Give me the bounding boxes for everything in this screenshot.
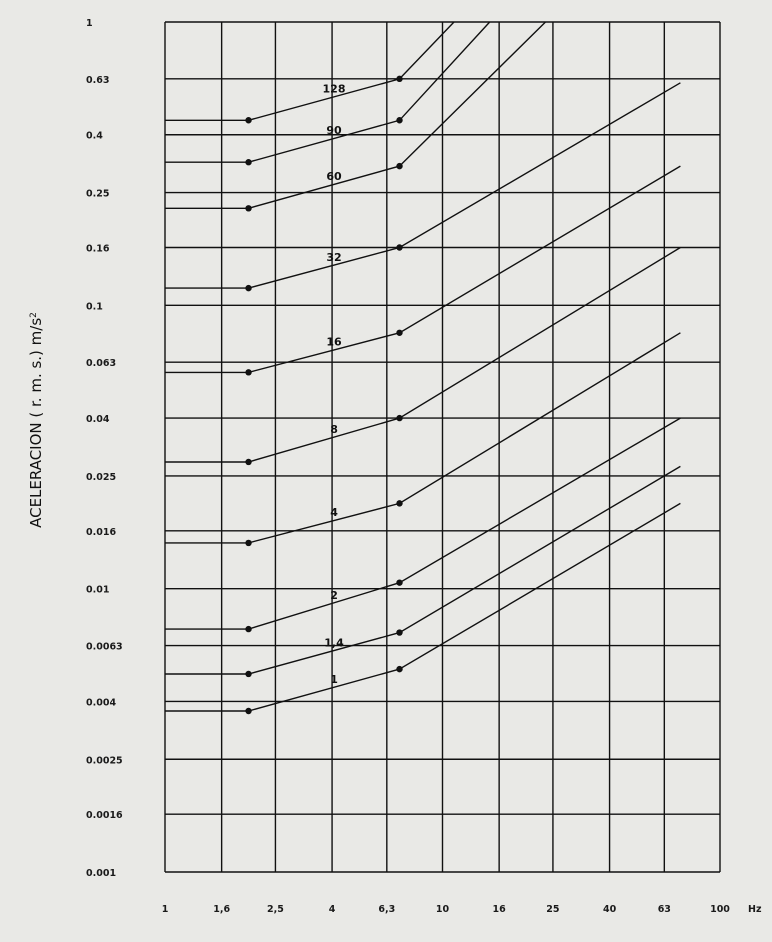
y-tick-label: 0.063	[86, 358, 116, 369]
curve-knee-point	[245, 159, 252, 166]
curve-label: 32	[326, 251, 341, 264]
y-tick-label: 0.04	[86, 414, 110, 425]
curve-label: 1,4	[324, 636, 344, 649]
curve-knee-point	[396, 117, 403, 124]
curve-label: 16	[326, 336, 342, 349]
curve-knee-point	[396, 579, 403, 586]
curve-label: 60	[326, 170, 342, 183]
curve-knee-point	[396, 500, 403, 507]
y-tick-label: 0.025	[86, 472, 116, 483]
curve-line	[165, 246, 681, 463]
curve-knee-point	[396, 414, 403, 422]
x-tick-label: 2,5	[267, 904, 284, 915]
curve-6: 4	[165, 332, 681, 547]
curve-knee-point	[396, 162, 403, 170]
curve-knee-point	[396, 75, 403, 83]
curve-0: 128	[165, 21, 455, 124]
curve-knee-point	[396, 244, 403, 251]
y-tick-label: 0.1	[86, 301, 103, 312]
y-tick-label: 0.16	[86, 243, 110, 254]
curve-knee-point	[245, 458, 252, 466]
curve-label: 2	[330, 589, 338, 602]
y-tick-label: 0.4	[86, 131, 103, 142]
curve-8: 1,4	[165, 465, 681, 678]
y-tick-label: 0.63	[86, 75, 109, 86]
curve-label: 90	[326, 124, 342, 137]
y-tick-label: 1	[86, 18, 93, 29]
y-tick-label: 0.004	[86, 697, 116, 708]
y-tick-label: 0.0025	[86, 755, 123, 766]
curve-line	[165, 21, 491, 163]
curve-line	[165, 417, 681, 630]
curve-2: 60	[165, 21, 546, 212]
x-tick-label: 6,3	[378, 904, 395, 915]
curve-3: 32	[165, 82, 681, 292]
curve-knee-point	[396, 665, 403, 673]
curve-knee-point	[245, 539, 252, 547]
y-axis-label: ACELERACION ( r. m. s.) m/s2	[27, 312, 45, 528]
curve-knee-point	[245, 205, 252, 212]
curve-1: 90	[165, 21, 491, 166]
curve-line	[165, 465, 681, 675]
x-tick-label: 63	[658, 904, 671, 915]
curve-knee-point	[245, 670, 252, 678]
y-tick-label: 0.001	[86, 868, 116, 879]
curve-line	[165, 165, 681, 374]
curve-label: 1	[330, 673, 338, 686]
x-tick-label: 16	[493, 904, 507, 915]
y-axis-label-text: ACELERACION ( r. m. s.) m/s	[27, 318, 45, 528]
grid-lines	[164, 21, 721, 873]
y-axis-label-exponent: 2	[29, 312, 39, 318]
curve-line	[165, 21, 546, 210]
x-tick-label: 1	[162, 904, 169, 915]
curve-line	[165, 21, 455, 122]
curve-label: 128	[323, 83, 346, 96]
curve-group: 128 90 60 32 16 8 4 2 1,4 1	[165, 21, 681, 715]
curve-4: 16	[165, 165, 681, 376]
x-tick-label: 100	[710, 904, 730, 915]
x-tick-label: 1,6	[213, 904, 230, 915]
curve-knee-point	[245, 625, 252, 633]
x-tick-label: 10	[436, 904, 450, 915]
curve-label: 4	[330, 506, 338, 519]
curve-knee-point	[245, 369, 252, 376]
y-tick-label: 0.0063	[86, 642, 123, 653]
y-tick-labels: 1 0.63 0.4 0.25 0.16 0.1 0.063 0.04 0.025 0.016 0.…	[86, 18, 123, 879]
curve-5: 8	[165, 246, 681, 466]
y-tick-label: 0.0016	[86, 810, 123, 821]
x-tick-labels: 1 1,6 2,5 4 6,3 10 16 25 40 63 100	[162, 904, 731, 915]
y-tick-label: 0.25	[86, 189, 109, 200]
curve-knee-point	[245, 707, 252, 715]
curve-7: 2	[165, 417, 681, 633]
curve-line	[165, 82, 681, 289]
curve-knee-point	[396, 629, 403, 636]
y-tick-label: 0.01	[86, 585, 109, 596]
x-tick-label: 40	[603, 904, 617, 915]
curve-line	[165, 502, 681, 712]
x-axis-unit: Hz	[748, 904, 762, 915]
x-tick-label: 4	[329, 904, 336, 915]
curve-knee-point	[396, 329, 403, 336]
curve-knee-point	[245, 117, 252, 124]
curve-line	[165, 332, 681, 544]
curve-label: 8	[330, 423, 338, 436]
x-tick-label: 25	[546, 904, 559, 915]
y-tick-label: 0.016	[86, 527, 116, 538]
curve-knee-point	[245, 284, 252, 292]
curve-9: 1	[165, 502, 681, 715]
